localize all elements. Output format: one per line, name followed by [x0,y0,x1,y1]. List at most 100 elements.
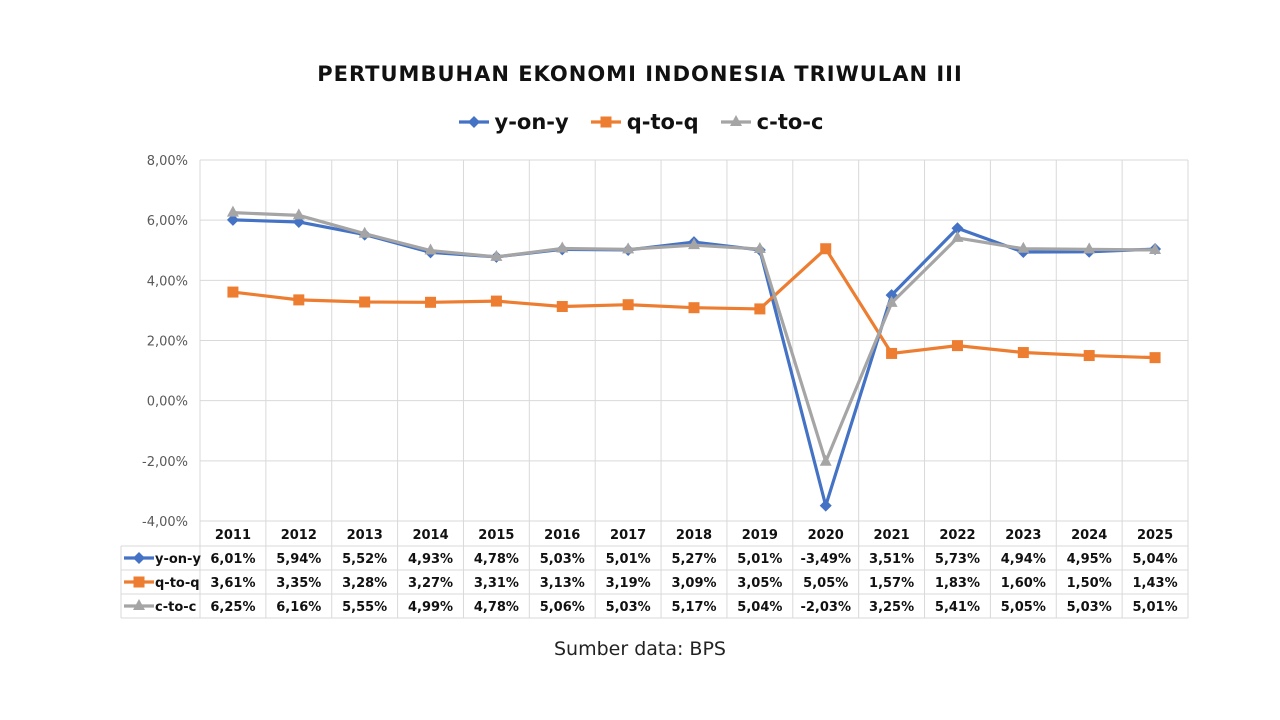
marker-triangle [688,238,700,250]
legend: y-on-y q-to-q c-to-c [0,110,1280,134]
y-tick-label: -2,00% [142,455,188,470]
table-cell: 3,31% [474,576,519,591]
table-cell: 6,01% [210,552,255,567]
x-tick-label: 2013 [347,528,383,543]
legend-label: c-to-c [756,110,824,134]
x-tick-label: 2024 [1071,528,1107,543]
y-tick-label: -4,00% [142,515,188,530]
table-cell: 4,94% [1001,552,1046,567]
marker-triangle [729,115,742,126]
table-cell: 1,43% [1133,576,1178,591]
table-cell: 5,05% [1001,600,1046,615]
table-cell: 3,35% [276,576,321,591]
marker-triangle [424,243,437,255]
marker-triangle [490,249,503,261]
marker-triangle [1017,241,1030,253]
marker-triangle [951,230,964,242]
marker-triangle [885,295,898,307]
x-tick-label: 2021 [874,528,910,543]
table-cell: 3,51% [869,552,914,567]
table-cell: 4,99% [408,600,453,615]
table-series-label: q-to-q [155,576,200,591]
table-cell: 5,41% [935,600,980,615]
table-cell: 5,01% [737,552,782,567]
marker-diamond [226,213,239,226]
table-cell: 4,95% [1067,552,1112,567]
marker-triangle [753,242,766,254]
table-cell: 5,03% [540,552,585,567]
table-cell: 5,04% [737,600,782,615]
x-tick-label: 2016 [544,528,580,543]
table-cell: 4,78% [474,600,519,615]
table-cell: 5,03% [1067,600,1112,615]
table-cell: 3,61% [210,576,255,591]
table-cell: 1,57% [869,576,914,591]
table-cell: 5,94% [276,552,321,567]
marker-triangle [358,226,371,238]
x-tick-label: 2025 [1137,528,1173,543]
marker-diamond [951,222,964,235]
legend-key-diamond-icon [458,116,489,128]
table-cell: 5,27% [671,552,716,567]
x-tick-label: 2020 [808,528,844,543]
series-y-on-y [226,213,1162,512]
table-cell: 5,04% [1133,552,1178,567]
table-cell: 6,16% [276,600,321,615]
legend-label: q-to-q [626,110,699,134]
marker-triangle [226,205,239,217]
x-tick-label: 2015 [478,528,514,543]
table-cell: 5,52% [342,552,387,567]
series-q-to-q [227,243,1161,364]
x-tick-label: 2022 [939,528,975,543]
series-line [232,218,1156,508]
table-cell: 5,01% [1133,600,1178,615]
x-tick-label: 2018 [676,528,712,543]
table-cell: 1,83% [935,576,980,591]
table-cell: 5,73% [935,552,980,567]
marker-square [490,295,502,307]
marker-square [622,299,634,311]
table-cell: -2,03% [800,600,851,615]
marker-triangle [1149,242,1162,254]
series-c-to-c [226,205,1162,466]
y-tick-label: 4,00% [147,274,188,289]
x-tick-label: 2017 [610,528,646,543]
marker-triangle [133,599,145,610]
legend-item-c-to-c: c-to-c [719,110,824,134]
marker-square [820,243,832,255]
legend-key-triangle-icon [720,115,751,126]
x-tick-label: 2014 [412,528,448,543]
table-cell: 3,13% [540,576,585,591]
marker-triangle [819,454,832,466]
marker-square [227,286,239,298]
table-series-label: y-on-y [155,552,201,567]
marker-square [359,296,371,308]
marker-square [951,340,963,352]
marker-square [556,301,568,313]
marker-diamond [133,552,145,564]
legend-key-square-icon [590,116,621,128]
marker-square [133,576,145,588]
y-tick-label: 8,00% [147,154,188,169]
x-tick-label: 2012 [281,528,317,543]
legend-item-y-on-y: y-on-y [457,110,569,134]
table-cell: 3,28% [342,576,387,591]
table-cell: 5,17% [671,600,716,615]
marker-square [1149,352,1161,364]
legend-item-q-to-q: q-to-q [589,110,699,134]
x-tick-label: 2011 [215,528,251,543]
table-cell: 1,50% [1067,576,1112,591]
y-tick-label: 6,00% [147,214,188,229]
marker-diamond [467,116,480,128]
source-note: Sumber data: BPS [553,638,726,660]
chart-title: PERTUMBUHAN EKONOMI INDONESIA TRIWULAN I… [317,62,963,86]
table-cell: 1,60% [1001,576,1046,591]
marker-square [886,347,898,359]
table-cell: 5,06% [540,600,585,615]
table-cell: -3,49% [800,552,851,567]
marker-square [293,294,305,306]
legend-label: y-on-y [494,110,569,134]
marker-square [600,116,612,128]
table-cell: 3,27% [408,576,453,591]
